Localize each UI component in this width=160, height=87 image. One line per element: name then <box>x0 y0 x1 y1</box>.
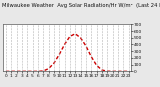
Text: Milwaukee Weather  Avg Solar Radiation/Hr W/m²  (Last 24 Hours): Milwaukee Weather Avg Solar Radiation/Hr… <box>2 3 160 8</box>
